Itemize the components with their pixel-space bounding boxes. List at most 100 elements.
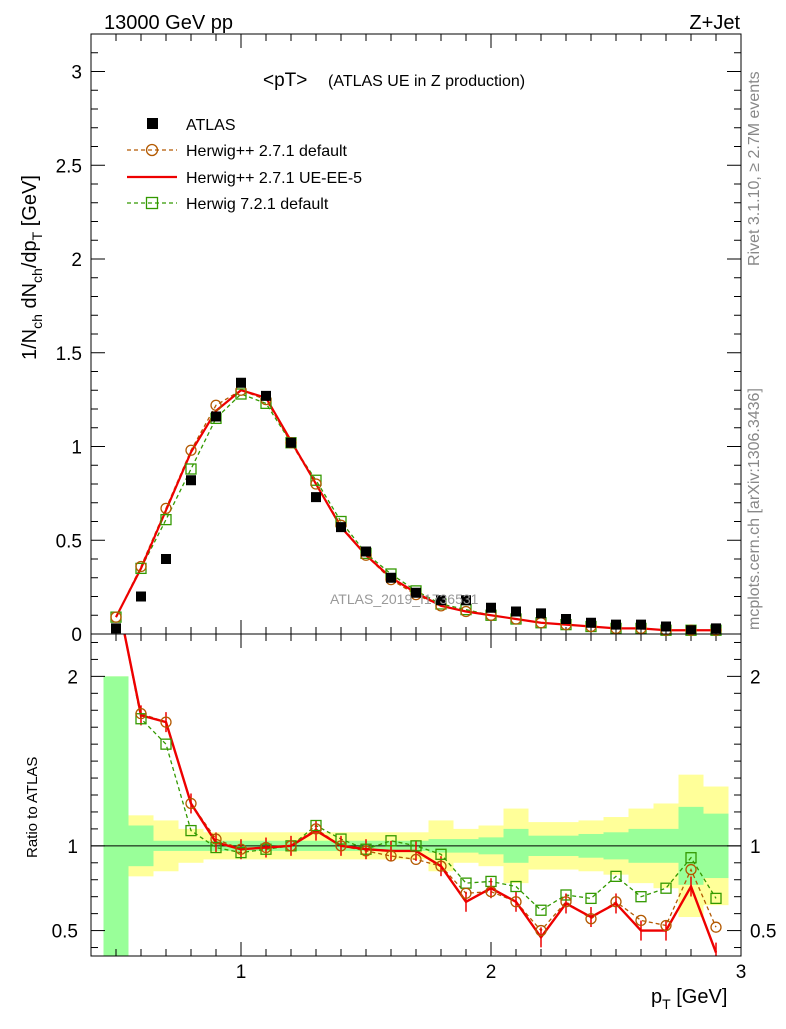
ratio-herwigpp-default-line (124, 634, 717, 932)
main-y-tick-label: 1.5 (56, 344, 82, 365)
header-energy: 13000 GeV pp (104, 12, 233, 34)
ratio-h7-point (160, 738, 172, 750)
atlas-point (186, 475, 196, 486)
legend-ue-ee5-label: Herwig++ 2.7.1 UE-EE-5 (186, 170, 362, 187)
watermark: ATLAS_2019_I1736531 (330, 591, 479, 607)
ratio-herwigpp-default-point (710, 921, 722, 933)
ratio-herwigpp-default-point (560, 896, 572, 908)
atlas-point (111, 623, 121, 634)
mcplots-info: mcplots.cern.ch [arXiv:1306.3436] (746, 388, 763, 630)
legend-atlas-marker (147, 118, 158, 129)
h7-point (310, 474, 322, 486)
atlas-point (361, 546, 371, 557)
ratio-h7-point (111, 587, 121, 597)
ratio-y-tick-label: 1 (67, 837, 78, 858)
ratio-herwigpp-default-point (660, 919, 672, 932)
herwigpp-default-point (110, 611, 122, 623)
ratio-h7-point (235, 846, 247, 859)
herwigpp-default-point (210, 399, 222, 411)
ratio-y-tick-label-right: 1 (750, 837, 761, 858)
ratio-herwigpp-default-point (485, 885, 497, 898)
atlas-point (511, 606, 521, 617)
main-plot-series (110, 377, 722, 636)
herwigpp-default-point (160, 502, 172, 515)
atlas-point (636, 619, 646, 630)
ratio-h7-point (660, 882, 672, 894)
atlas-point (236, 377, 246, 388)
ratio-plot-frame (90, 633, 742, 957)
ratio-y-axis-label: Ratio to ATLAS (24, 757, 41, 858)
legend-herwigpp-default-marker (145, 143, 159, 157)
ratio-h7-point (635, 891, 647, 903)
ratio-y-tick-label-right: 2 (750, 667, 761, 688)
ratio-plot-series (111, 587, 722, 956)
main-y-axis-label: 1/Nch dNch/dpT [GeV] (19, 175, 45, 360)
ratio-h7-point (510, 880, 522, 893)
legend-h7-marker (145, 196, 159, 210)
atlas-point (486, 602, 496, 613)
ratio-h7-point (560, 889, 572, 901)
ratio-herwigpp-default-point (585, 913, 597, 925)
atlas-point (311, 492, 321, 503)
atlas-point (386, 572, 396, 583)
ratio-herwigpp-default-point (685, 863, 697, 876)
ratio-h7-point (135, 713, 147, 725)
plot-title-sub: (ATLAS UE in Z production) (328, 73, 525, 90)
ratio-herwigpp-default-point (111, 587, 121, 597)
legend-atlas-label: ATLAS (186, 117, 236, 134)
ratio-band-inner (103, 676, 129, 956)
ratio-h7-point (535, 904, 547, 916)
ratio-herwigpp-default-point (135, 708, 147, 720)
atlas-point (661, 621, 671, 632)
atlas-point (611, 619, 621, 630)
ratio-h7-point (185, 824, 197, 837)
ratio-h7-point (435, 848, 447, 860)
ratio-herwigpp-default-point (435, 860, 447, 872)
x-tick-label: 2 (486, 962, 497, 983)
ratio-herwigpp-default-point (635, 914, 647, 927)
atlas-point (286, 437, 296, 448)
ratio-h7-point (310, 819, 322, 832)
legend-h7-label: Herwig 7.2.1 default (186, 196, 329, 213)
ratio-y-tick-label-right: 0.5 (750, 922, 776, 943)
ratio-y-tick-label: 0.5 (52, 922, 78, 943)
ratio-herwigpp-default-point (460, 887, 472, 899)
herwigpp-default-point (460, 605, 472, 618)
main-y-tick-label: 3 (71, 63, 82, 84)
h7-point (235, 388, 247, 400)
ratio-uncertainty-bands (91, 676, 741, 956)
header-process: Z+Jet (689, 12, 740, 34)
main-y-tick-label: 2 (71, 250, 82, 271)
x-axis-label: pT [GeV] (651, 986, 727, 1012)
ratio-herwigpp-default-point (235, 843, 247, 855)
atlas-point (686, 625, 696, 634)
main-y-tick-label: 0.5 (56, 531, 82, 552)
x-tick-label: 3 (736, 962, 747, 983)
ratio-h7-point (685, 852, 697, 864)
atlas-point (436, 595, 446, 606)
legend: ATLAS Herwig++ 2.7.1 default Herwig++ 2.… (127, 117, 362, 213)
atlas-point (261, 390, 271, 401)
atlas-point (161, 554, 171, 564)
ratio-herwigpp-default-point (185, 797, 197, 810)
herwigpp-default-point (185, 444, 197, 456)
ratio-h7-point (335, 833, 347, 845)
rivet-info: Rivet 3.1.10, ≥ 2.7M events (746, 71, 763, 266)
ratio-herwigpp-default-point (410, 853, 422, 866)
atlas-point (586, 617, 596, 628)
atlas-point (461, 595, 471, 606)
ratio-herwigpp-default-point (385, 850, 397, 862)
ratio-herwigpp-default-point (260, 841, 272, 854)
atlas-point (561, 614, 571, 624)
atlas-point (411, 587, 421, 598)
ratio-h7-point (585, 892, 597, 905)
main-y-tick-label: 2.5 (56, 156, 82, 177)
tick-labels: 00.511.522.530.5 0.51 12 21 2 3 (52, 63, 777, 984)
atlas-point (136, 591, 146, 602)
atlas-point (536, 608, 546, 619)
ratio-herwigpp-default-point (310, 823, 322, 835)
ratio-series-clipped (111, 587, 722, 956)
main-y-tick-label: 1 (71, 438, 82, 459)
h7-point (160, 513, 172, 526)
